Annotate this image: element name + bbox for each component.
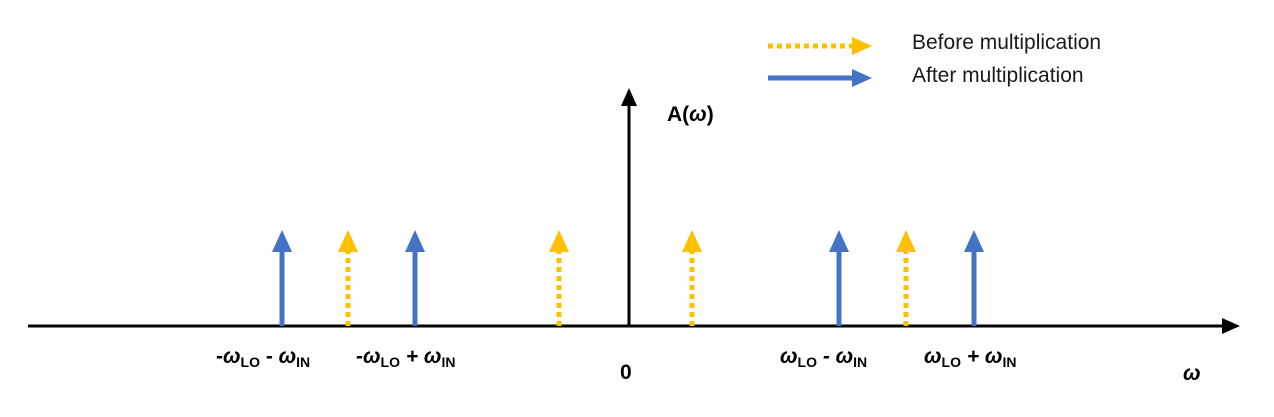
spectral-lines [272, 230, 984, 326]
tick-label-neg-diff: -ωLO + ωIN [356, 345, 456, 370]
tick-label-pos-sum: ωLO + ωIN [924, 345, 1017, 370]
after-arrow-3 [405, 230, 425, 326]
before-arrow-2 [338, 230, 358, 326]
after-arrow-8 [964, 230, 984, 326]
legend-before-label: Before multiplication [912, 31, 1102, 54]
legend-after-arrow [768, 69, 872, 87]
after-arrow-6 [829, 230, 849, 326]
before-arrow-7 [896, 230, 916, 326]
before-arrow-4 [549, 230, 569, 326]
origin-label: 0 [620, 361, 632, 384]
after-arrow-1 [272, 230, 292, 326]
tick-label-neg-sum: -ωLO - ωIN [216, 345, 311, 370]
x-axis-label: ω [1183, 362, 1201, 385]
legend-after-label: After multiplication [912, 64, 1084, 87]
x-axis-arrowhead [1222, 318, 1240, 334]
tick-label-pos-diff: ωLO - ωIN [780, 345, 868, 370]
legend-before-arrow [768, 37, 872, 55]
before-arrow-5 [682, 230, 702, 326]
y-axis-arrowhead [621, 88, 637, 106]
y-axis-label: A(ω) [667, 103, 714, 126]
